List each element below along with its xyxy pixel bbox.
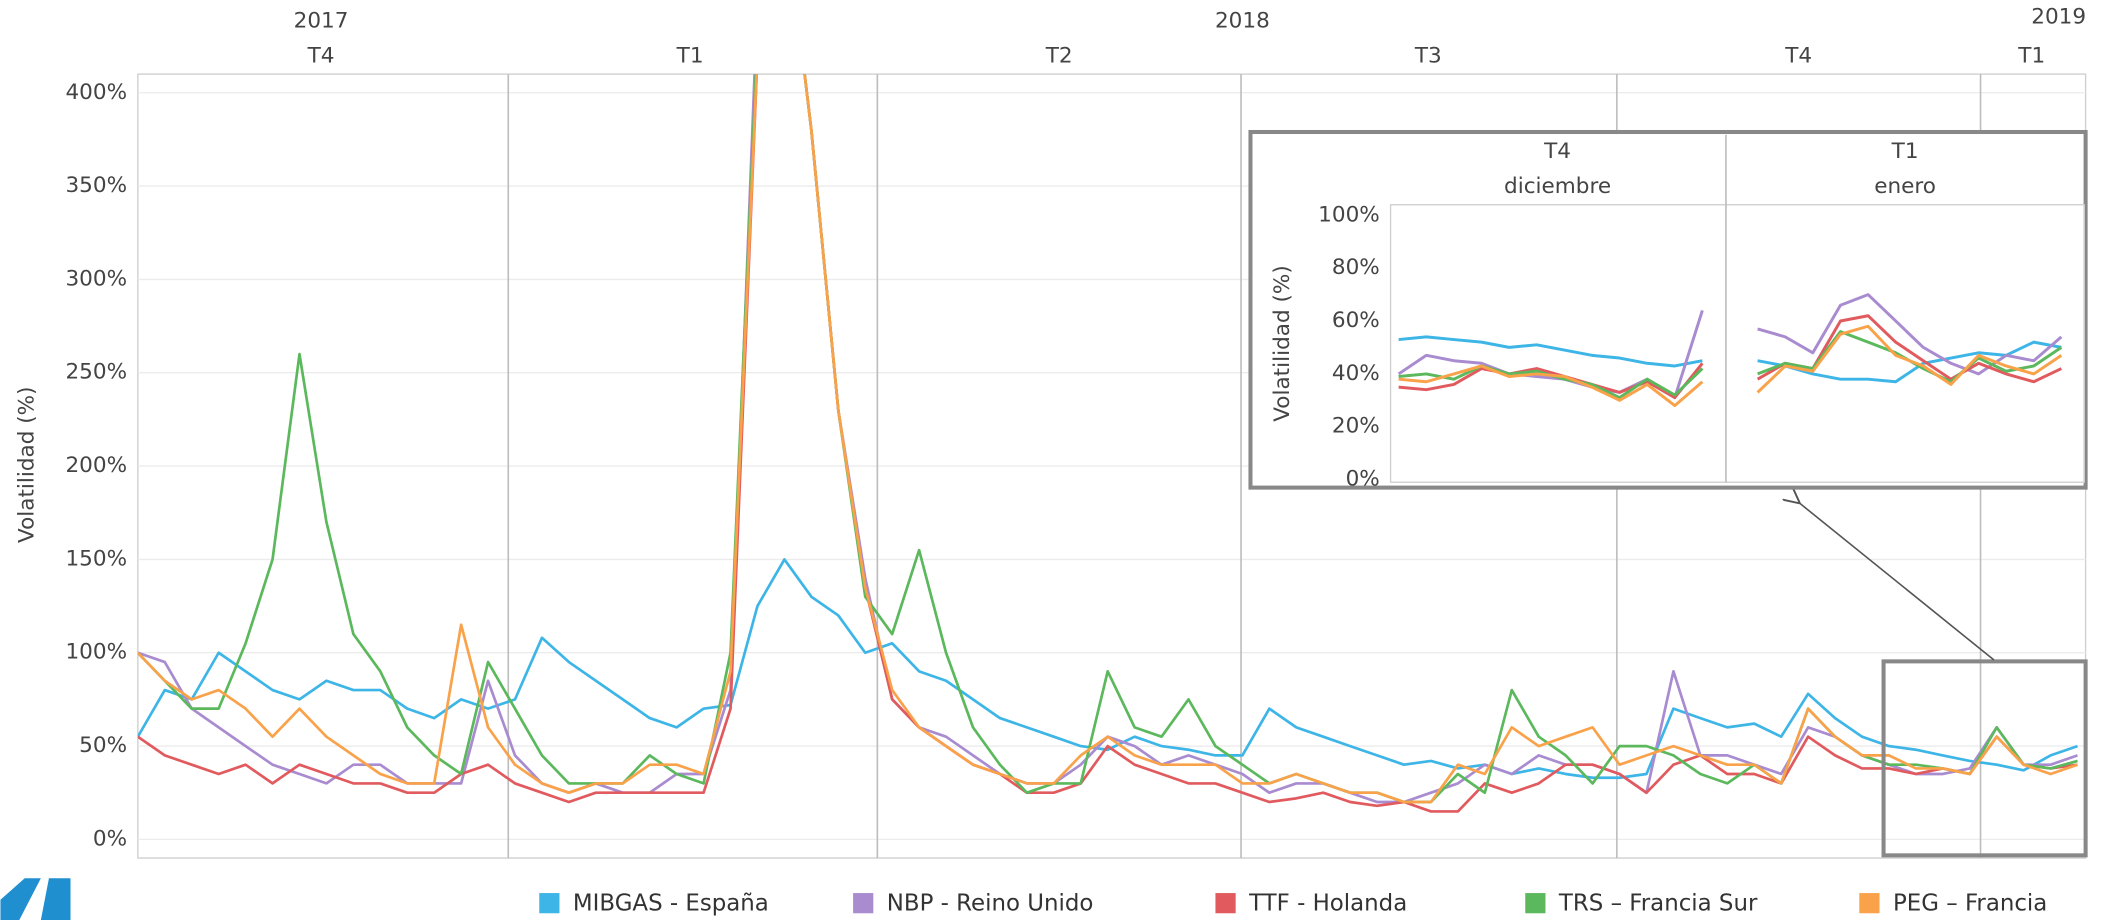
year-label: 2018 — [1215, 9, 1270, 34]
zoom-box — [1881, 659, 2088, 858]
period-label: T4 — [307, 44, 335, 69]
period-label: T1 — [2017, 44, 2045, 69]
legend-label: PEG – Francia — [1893, 890, 2047, 916]
y-tick-label: 0% — [93, 826, 127, 851]
y-tick-label: 350% — [65, 173, 127, 198]
y-tick-label: 0% — [1346, 467, 1380, 492]
legend-swatch — [539, 893, 560, 914]
y-tick-label: 100% — [65, 640, 127, 665]
y-tick-label: 60% — [1332, 308, 1380, 333]
zoom-arrow — [1799, 502, 1995, 661]
legend-label: TTF - Holanda — [1248, 890, 1407, 916]
year-label: 2017 — [294, 9, 349, 34]
series-line — [1398, 324, 2063, 408]
inset-period-label: T1 — [1891, 139, 1919, 164]
y-axis-label: Volatilidad (%) — [14, 386, 39, 543]
y-tick-label: 250% — [65, 360, 127, 385]
legend-swatch — [1215, 893, 1236, 914]
legend-swatch — [1859, 893, 1880, 914]
legend-swatch — [1525, 893, 1546, 914]
series-line — [1398, 335, 2062, 384]
legend-swatch — [853, 893, 874, 914]
inset-period-label: T4 — [1543, 139, 1571, 164]
period-label: T3 — [1414, 44, 1442, 69]
y-tick-label: 80% — [1332, 255, 1380, 280]
y-tick-label: 50% — [79, 733, 127, 758]
y-tick-label: 40% — [1332, 361, 1380, 386]
y-tick-label: 100% — [1318, 202, 1380, 227]
inset-month-label: diciembre — [1504, 174, 1611, 199]
legend-label: TRS – Francia Sur — [1558, 890, 1758, 916]
y-tick-label: 20% — [1332, 414, 1380, 439]
legend-label: MIBGAS - España — [573, 890, 769, 916]
period-label: T1 — [676, 44, 704, 69]
y-tick-label: 300% — [65, 266, 127, 291]
inset-plot-frame — [1389, 204, 2085, 483]
series-line — [137, 74, 2078, 804]
inset-y-axis-label: Volatilidad (%) — [1270, 265, 1295, 422]
inset-month-label: enero — [1874, 174, 1936, 199]
y-tick-label: 150% — [65, 546, 127, 571]
inset-frame — [1248, 129, 2088, 490]
period-label: T4 — [1784, 44, 1812, 69]
year-label: 2019 — [2031, 5, 2086, 30]
y-tick-label: 200% — [65, 453, 127, 478]
period-label: T2 — [1045, 44, 1073, 69]
logo — [0, 878, 71, 920]
y-tick-label: 400% — [65, 80, 127, 105]
legend-label: NBP - Reino Unido — [887, 890, 1094, 916]
series-line — [137, 558, 2078, 780]
